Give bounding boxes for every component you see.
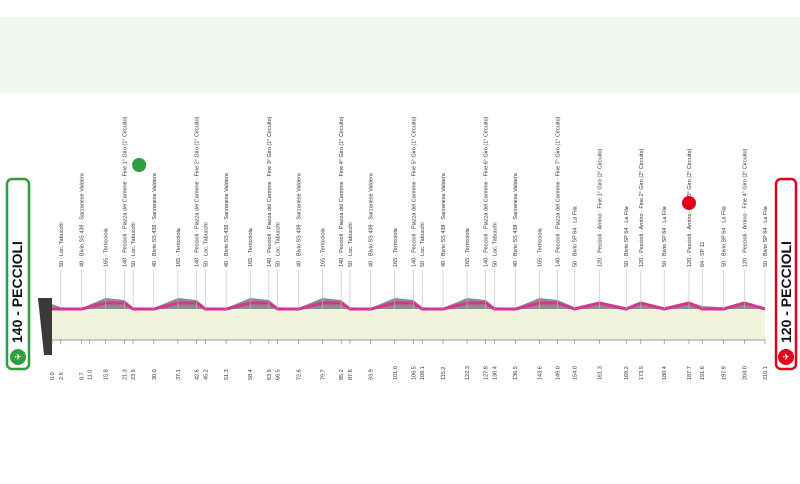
km-label: 37.1 — [176, 369, 182, 380]
location-label: 140 · Peccioli · Piazza del Carmine · Fi… — [484, 116, 490, 267]
location-label: 165 · Terricciola — [393, 227, 399, 267]
location-label: 120 · Peccioli · Arnino · Fine 2° Giro (… — [639, 148, 645, 267]
finish-label: 120 - PECCIOLI — [778, 241, 794, 343]
location-label: 40 · Bivio SS 439 · Sarzanese Valdera — [369, 172, 375, 267]
km-label: 63.9 — [267, 369, 273, 380]
km-label: 136.5 — [513, 366, 519, 380]
location-label: 140 · Peccioli · Piazza del Carmine · Fi… — [267, 116, 273, 267]
start-label: 140 - PECCIOLI — [9, 241, 25, 343]
start-ramp — [38, 298, 52, 355]
location-label: 50 · Bivio SP 64 · La Fila — [662, 205, 668, 267]
location-label: 40 · Bivio SS 439 · Sarzanese Valdera — [513, 172, 519, 267]
header-band — [0, 17, 800, 93]
km-label: 106.5 — [411, 366, 417, 380]
km-label: 66.5 — [276, 369, 282, 380]
profile-fill-front — [52, 309, 765, 340]
location-label: 120 · Peccioli · Arnino · Fine 1° Giro (… — [597, 148, 603, 267]
km-label: 204.0 — [742, 366, 748, 380]
location-label: 165 · Terricciola — [248, 227, 254, 267]
km-label: 109.1 — [420, 366, 426, 380]
km-label: 197.9 — [722, 366, 728, 380]
location-label: 140 · Peccioli · Piazza del Carmine · Fi… — [339, 116, 345, 267]
location-label: 40 · Bivio SS 439 · Sarzanese Valdera — [152, 172, 158, 267]
km-label: 2.6 — [59, 372, 65, 380]
location-label: 40 · Bivio SS 439 · Sarzanese Valdera — [80, 172, 86, 267]
location-label: 50 · Bivio SP 64 · La Fila — [763, 205, 769, 267]
km-label: 169.2 — [624, 366, 630, 380]
km-label: 115.2 — [441, 367, 447, 380]
km-label: 187.7 — [687, 366, 693, 380]
location-label: 50 · Loc. Tabucchi — [203, 222, 209, 267]
km-label: 101.0 — [393, 366, 399, 380]
km-label: 87.8 — [348, 369, 354, 380]
svg-text:✈: ✈ — [782, 352, 790, 362]
km-label: 93.9 — [369, 369, 375, 380]
location-label: 40 · Bivio SS 439 · Sarzanese Valdera — [224, 172, 230, 267]
location-label: 165 · Terricciola — [465, 227, 471, 267]
location-label: 120 · Peccioli · Arnino · Fine 4° Giro (… — [742, 148, 748, 267]
km-label: 15.8 — [104, 369, 110, 380]
stage-profile-chart: ✈ 140 - PECCIOLI ✈ 120 - PECCIOLI 50 · L… — [5, 116, 798, 380]
sprint-icon — [132, 158, 147, 172]
start-icon — [10, 349, 26, 365]
location-label: 40 · Bivio SS 439 · Sarzanese Valdera — [296, 172, 302, 267]
svg-text:✈: ✈ — [14, 352, 22, 362]
location-label: 50 · Bivio SP 64 · La Fila — [624, 205, 630, 267]
km-label: 149.0 — [556, 366, 562, 380]
location-label: 50 · Loc. Tabucchi — [276, 222, 282, 267]
location-label: 50 · Loc. Tabucchi — [348, 222, 354, 267]
location-label: 50 · Bivio SP 64 · La Fila — [573, 205, 579, 267]
location-label: 140 · Peccioli · Piazza del Carmine · Fi… — [195, 116, 201, 267]
location-label: 50 · Loc. Tabucchi — [131, 222, 137, 267]
location-label: 64 · SP 11 — [700, 242, 706, 267]
location-label: 40 · Bivio SS 439 · Sarzanese Valdera — [441, 172, 447, 267]
location-label: 165 · Terricciola — [537, 227, 543, 267]
km-label: 161.3 — [597, 366, 603, 380]
km-label: 173.5 — [639, 366, 645, 380]
km-label: 154.0 — [573, 366, 579, 380]
location-label: 50 · Loc. Tabucchi — [420, 222, 426, 267]
km-label: 180.4 — [662, 366, 668, 380]
location-label: 50 · Loc. Tabucchi — [493, 222, 499, 267]
km-label: 130.4 — [493, 366, 499, 380]
location-label: 140 · Peccioli · Piazza del Carmine · Fi… — [122, 116, 128, 267]
km-label: 79.7 — [321, 369, 327, 380]
location-label: 165 · Terricciola — [176, 227, 182, 267]
km-label: 85.2 — [339, 369, 345, 380]
finish-badge: ✈ 120 - PECCIOLI — [774, 177, 798, 371]
km-label: 11.0 — [87, 370, 93, 380]
km-label: 51.3 — [224, 369, 230, 380]
km-label: 8.7 — [80, 372, 86, 380]
km-label: 58.4 — [248, 369, 254, 380]
km-label: 45.2 — [203, 369, 209, 380]
location-label: 140 · Peccioli · Piazza del Carmine · Fi… — [411, 116, 417, 267]
km-label: 30.0 — [152, 369, 158, 380]
km-label: 0.0 — [50, 372, 56, 380]
location-label: 165 · Terricciola — [321, 227, 327, 267]
location-label: 50 · Bivio SP 64 · La Fila — [722, 205, 728, 267]
km-label: 127.8 — [484, 366, 490, 380]
km-label: 21.3 — [122, 369, 128, 380]
km-label: 72.6 — [296, 369, 302, 380]
km-label: 23.9 — [131, 369, 137, 380]
location-label: 140 · Peccioli · Piazza del Carmine · Fi… — [556, 116, 562, 267]
location-label: 165 · Terricciola — [104, 227, 110, 267]
km-label: 42.6 — [195, 369, 201, 380]
start-badge: ✈ 140 - PECCIOLI — [5, 177, 31, 371]
km-label: 191.6 — [700, 366, 706, 380]
kom-icon — [681, 196, 696, 210]
km-label: 210.1 — [763, 366, 769, 380]
km-label: 122.3 — [465, 366, 471, 380]
finish-icon — [778, 349, 794, 365]
location-label: 50 · Loc. Tabucchi — [59, 222, 65, 267]
km-label: 143.6 — [537, 366, 543, 380]
